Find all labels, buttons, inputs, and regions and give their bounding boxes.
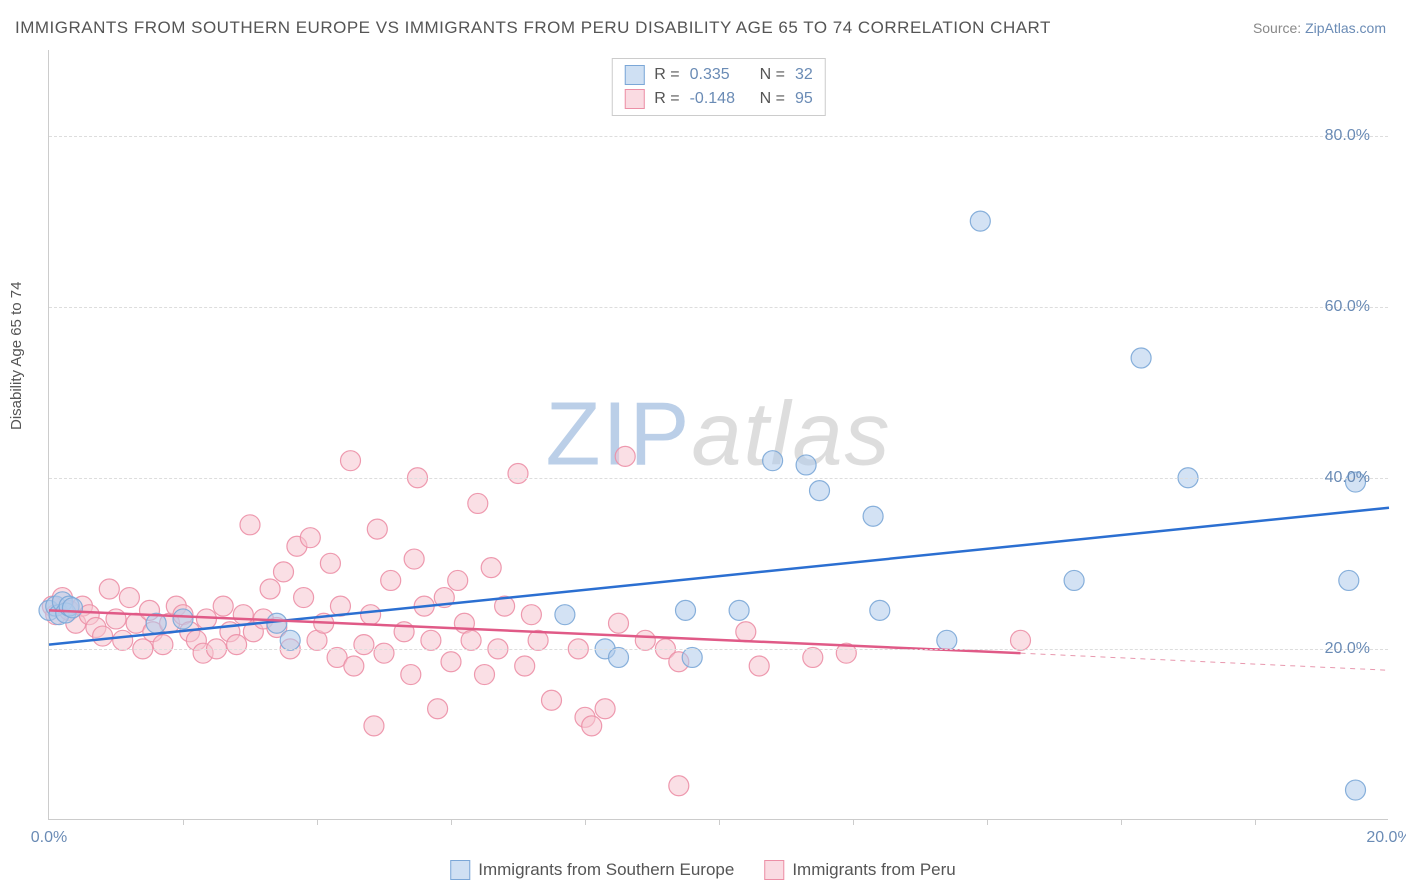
n-label: N = bbox=[760, 66, 785, 84]
y-tick-label: 40.0% bbox=[1325, 469, 1370, 487]
legend-row-series1: R = 0.335 N = 32 bbox=[624, 63, 812, 87]
n-value-series1: 32 bbox=[795, 66, 813, 84]
legend-swatch-blue bbox=[624, 65, 644, 85]
legend-row-series2: R = -0.148 N = 95 bbox=[624, 87, 812, 111]
n-value-series2: 95 bbox=[795, 90, 813, 108]
scatter-chart-svg bbox=[49, 50, 1388, 819]
r-value-series2: -0.148 bbox=[690, 90, 750, 108]
y-tick-label: 80.0% bbox=[1325, 127, 1370, 145]
y-tick-label: 20.0% bbox=[1325, 640, 1370, 658]
source-label: Source: bbox=[1253, 20, 1305, 36]
chart-title: IMMIGRANTS FROM SOUTHERN EUROPE VS IMMIG… bbox=[15, 18, 1051, 38]
legend-item-series1: Immigrants from Southern Europe bbox=[450, 860, 734, 880]
legend-label-series1: Immigrants from Southern Europe bbox=[478, 860, 734, 880]
n-label: N = bbox=[760, 90, 785, 108]
r-value-series1: 0.335 bbox=[690, 66, 750, 84]
legend-label-series2: Immigrants from Peru bbox=[792, 860, 955, 880]
legend-swatch-blue bbox=[450, 860, 470, 880]
x-tick-label: 20.0% bbox=[1366, 829, 1406, 847]
source-link[interactable]: ZipAtlas.com bbox=[1305, 20, 1386, 36]
legend-swatch-pink bbox=[624, 89, 644, 109]
y-tick-label: 60.0% bbox=[1325, 298, 1370, 316]
plot-area: R = 0.335 N = 32 R = -0.148 N = 95 ZIPat… bbox=[48, 50, 1388, 820]
correlation-legend: R = 0.335 N = 32 R = -0.148 N = 95 bbox=[611, 58, 825, 116]
legend-item-series2: Immigrants from Peru bbox=[764, 860, 955, 880]
r-label: R = bbox=[654, 90, 679, 108]
r-label: R = bbox=[654, 66, 679, 84]
y-axis-label: Disability Age 65 to 74 bbox=[8, 282, 25, 430]
source-attribution: Source: ZipAtlas.com bbox=[1253, 20, 1386, 36]
legend-swatch-pink bbox=[764, 860, 784, 880]
x-tick-label: 0.0% bbox=[31, 829, 67, 847]
series-legend: Immigrants from Southern Europe Immigran… bbox=[450, 860, 956, 880]
